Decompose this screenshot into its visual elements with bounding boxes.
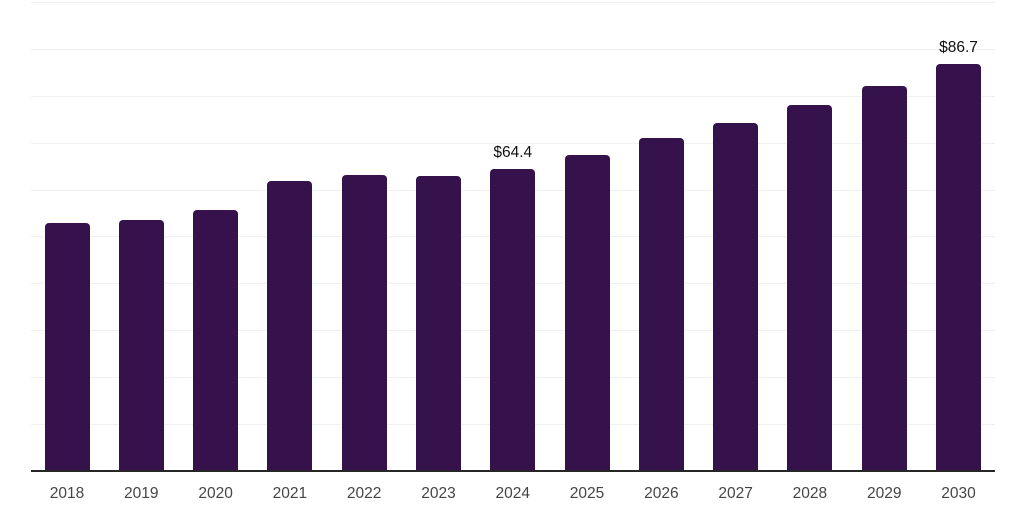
bar-value-label: $64.4 xyxy=(493,143,533,161)
bar xyxy=(341,174,387,470)
gridline xyxy=(31,2,995,3)
bar xyxy=(564,154,610,470)
gridline xyxy=(31,143,995,144)
x-axis-tick-label: 2027 xyxy=(718,485,753,502)
bar xyxy=(861,85,907,470)
x-axis-tick-label: 2021 xyxy=(272,485,308,502)
bar-value-label: $86.7 xyxy=(939,39,978,57)
x-axis-tick-label: 2022 xyxy=(346,485,382,502)
gridline xyxy=(31,96,995,97)
bar xyxy=(713,123,759,470)
x-axis-tick-label: 2029 xyxy=(866,485,902,502)
x-axis-tick-label: 2020 xyxy=(198,485,233,502)
bar xyxy=(267,180,313,470)
x-axis-tick-label: 2024 xyxy=(495,485,530,502)
x-axis-tick-label: 2018 xyxy=(49,485,85,502)
x-axis-tick-label: 2028 xyxy=(792,485,828,502)
x-axis-tick-label: 2023 xyxy=(421,485,456,502)
bar xyxy=(490,169,536,470)
bar xyxy=(787,105,833,470)
bar xyxy=(118,219,164,470)
bar xyxy=(638,138,684,470)
gridline xyxy=(31,49,995,50)
bar xyxy=(44,222,90,470)
bar xyxy=(936,64,981,470)
x-axis-tick-label: 2030 xyxy=(941,485,976,502)
bar xyxy=(193,209,239,470)
bar xyxy=(415,176,461,470)
x-axis-tick-label: 2026 xyxy=(644,485,679,502)
x-axis-line xyxy=(31,470,995,472)
x-axis-tick-label: 2019 xyxy=(124,485,159,502)
x-axis-tick-label: 2025 xyxy=(569,485,605,502)
